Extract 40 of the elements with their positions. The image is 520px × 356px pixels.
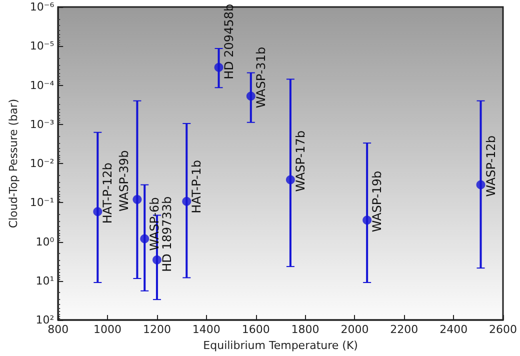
point [152,255,162,264]
point [286,175,295,184]
x-tick-label: 2600 [489,323,518,336]
y-tick-label: 10⁻⁶ [30,0,55,14]
x-axis-title: Equilibrium Temperature (K) [203,339,358,352]
y-tick-label: 10⁻⁴ [30,78,55,92]
x-tick-label: 1600 [242,323,270,336]
y-tick-label: 10⁻² [30,157,54,170]
point [362,216,372,225]
x-tick-label: 1800 [291,323,320,336]
y-tick-label: 10¹ [36,274,54,288]
annotation: HD 189733b [160,196,174,272]
x-tick-label: 1000 [94,323,122,336]
annotation: WASP-19b [370,170,384,232]
y-tick-label: 10⁻⁵ [30,40,54,53]
annotation: HD 209458b [222,4,236,80]
annotation: HAT-P-12b [100,162,115,224]
y-tick-label: 10⁻³ [30,118,54,131]
annotation: WASP-6b [148,197,162,251]
point [214,62,224,72]
y-axis-title: Cloud-Top Pessure (bar) [7,98,20,228]
annotation: WASP-31b [254,46,268,108]
x-tick-label: 1400 [192,323,220,336]
x-tick-label: 800 [48,323,69,336]
annotation: WASP-39b [117,150,132,212]
point [132,194,142,204]
point [476,180,486,190]
x-tick-label: 2000 [340,323,369,336]
annotation: HAT-P-1b [190,160,204,214]
x-tick-label: 2400 [440,323,468,336]
point [182,196,192,206]
y-tick-label: 10⁰ [36,235,55,248]
x-tick-label: 2200 [390,323,418,336]
x-tick-label: 1200 [142,323,171,336]
point [93,207,102,216]
point [140,234,150,244]
annotation: WASP-17b [293,130,308,192]
y-tick-label: 10⁻¹ [30,196,54,210]
annotation: WASP-12b [484,136,498,197]
point [246,92,256,101]
